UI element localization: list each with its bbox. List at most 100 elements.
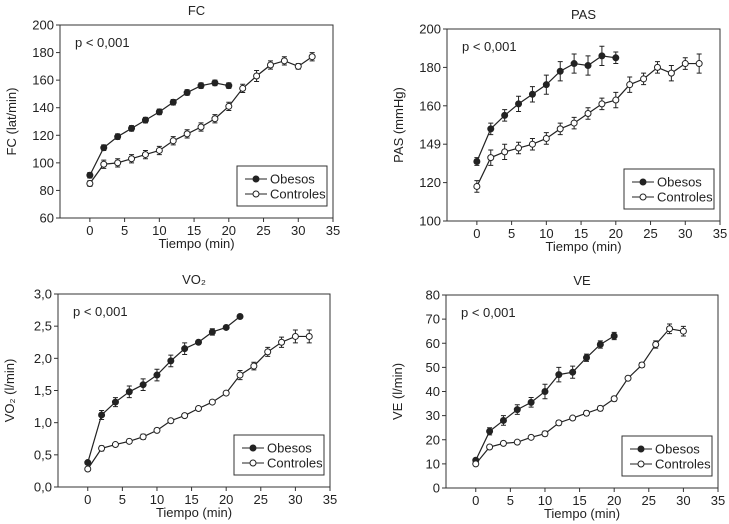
x-tick-label: 0 — [86, 223, 93, 238]
legend-label: Obesos — [270, 172, 315, 187]
data-point — [513, 438, 521, 446]
x-tick-label: 5 — [508, 226, 515, 241]
x-tick-label: 30 — [291, 223, 305, 238]
data-point — [183, 130, 191, 138]
data-point — [626, 81, 634, 89]
series-line — [89, 82, 229, 176]
x-tick-label: 20 — [609, 226, 623, 241]
plot-frame — [446, 28, 721, 222]
data-point — [114, 133, 122, 141]
data-point — [499, 416, 507, 424]
data-point — [582, 354, 590, 362]
y-tick-label: 180 — [32, 45, 54, 60]
x-tick-label: 0 — [472, 493, 479, 508]
legend-marker — [249, 444, 257, 452]
data-point — [139, 381, 147, 389]
legend-marker — [639, 178, 647, 186]
legend-marker — [637, 460, 645, 468]
data-point — [513, 406, 521, 414]
series-line — [475, 328, 684, 465]
data-point — [141, 151, 149, 159]
data-point — [528, 140, 536, 148]
data-point — [222, 389, 230, 397]
x-axis-label: Tiempo (min) — [545, 239, 621, 254]
data-point — [250, 362, 258, 370]
data-point — [128, 124, 136, 132]
chart-panel-3: VE Tiempo (min) VE (l/min) p < 0,001 0 5 10 15 2… — [390, 273, 725, 521]
x-tick-label: 5 — [119, 492, 126, 507]
data-point — [155, 108, 163, 116]
x-tick-label: 20 — [607, 493, 621, 508]
data-point — [208, 328, 216, 336]
series-obesos — [86, 79, 233, 179]
legend-label: Controles — [657, 190, 713, 205]
data-point — [473, 182, 481, 190]
data-point — [266, 61, 274, 69]
y-tick-label: 1,0 — [34, 415, 52, 430]
legend-box — [621, 435, 713, 477]
plot-frame — [59, 24, 334, 219]
y-tick-label: 80 — [426, 288, 440, 303]
chart-panel-2: VO₂ Tiempo (min) VO₂ (l/min) p < 0,001 0 5 10 1… — [2, 272, 337, 520]
data-point — [169, 137, 177, 145]
data-point — [541, 388, 549, 395]
data-point — [128, 155, 136, 163]
series-obesos — [472, 331, 618, 464]
data-point — [84, 465, 92, 473]
data-point — [194, 405, 202, 413]
data-point — [695, 60, 703, 68]
y-tick-label: 180 — [419, 60, 441, 75]
data-point — [278, 338, 286, 346]
data-point — [542, 134, 550, 142]
data-point — [610, 395, 618, 403]
data-point — [555, 419, 563, 427]
data-point — [652, 340, 660, 348]
x-tick-label: 10 — [538, 493, 552, 508]
x-axis-label: Tiempo (min) — [158, 236, 234, 251]
data-point — [141, 116, 149, 124]
data-point — [211, 79, 219, 87]
data-point — [596, 404, 604, 412]
data-point — [114, 159, 122, 167]
x-tick-label: 10 — [539, 226, 553, 241]
data-point — [125, 437, 133, 445]
data-point — [225, 82, 233, 90]
data-point — [181, 345, 189, 353]
data-point — [236, 371, 244, 379]
data-point — [98, 411, 106, 419]
data-point — [596, 340, 604, 348]
data-point — [569, 368, 577, 376]
y-tick-label: 120 — [419, 175, 441, 190]
x-tick-label: 30 — [676, 493, 690, 508]
data-point — [527, 433, 535, 441]
data-point — [569, 414, 577, 422]
data-point — [155, 146, 163, 154]
data-point — [100, 144, 108, 152]
data-point — [542, 81, 550, 89]
legend-box — [236, 165, 328, 207]
y-tick-label: 160 — [32, 73, 54, 88]
y-tick-label: 200 — [32, 18, 54, 33]
x-tick-label: 25 — [254, 492, 268, 507]
chart-panel-0: FC Tiempo (min) FC (lat/min) p < 0,001 0 5 10 1… — [4, 3, 340, 251]
data-point — [86, 180, 94, 188]
x-tick-label: 35 — [326, 223, 340, 238]
data-point — [570, 119, 578, 127]
y-tick-label: 70 — [426, 312, 440, 327]
legend-label: Controles — [655, 457, 711, 472]
data-point — [208, 398, 216, 406]
series-controles — [84, 329, 313, 473]
legend-marker — [637, 445, 645, 453]
data-point — [169, 98, 177, 106]
series-controles — [473, 53, 703, 193]
data-point — [638, 361, 646, 369]
data-point — [679, 327, 687, 335]
data-point — [86, 171, 94, 179]
y-tick-label: 80 — [40, 183, 54, 198]
x-tick-label: 15 — [572, 493, 586, 508]
data-point — [153, 426, 161, 434]
x-tick-label: 10 — [150, 492, 164, 507]
series-line — [89, 56, 313, 184]
p-value-annotation: p < 0,001 — [462, 39, 517, 54]
